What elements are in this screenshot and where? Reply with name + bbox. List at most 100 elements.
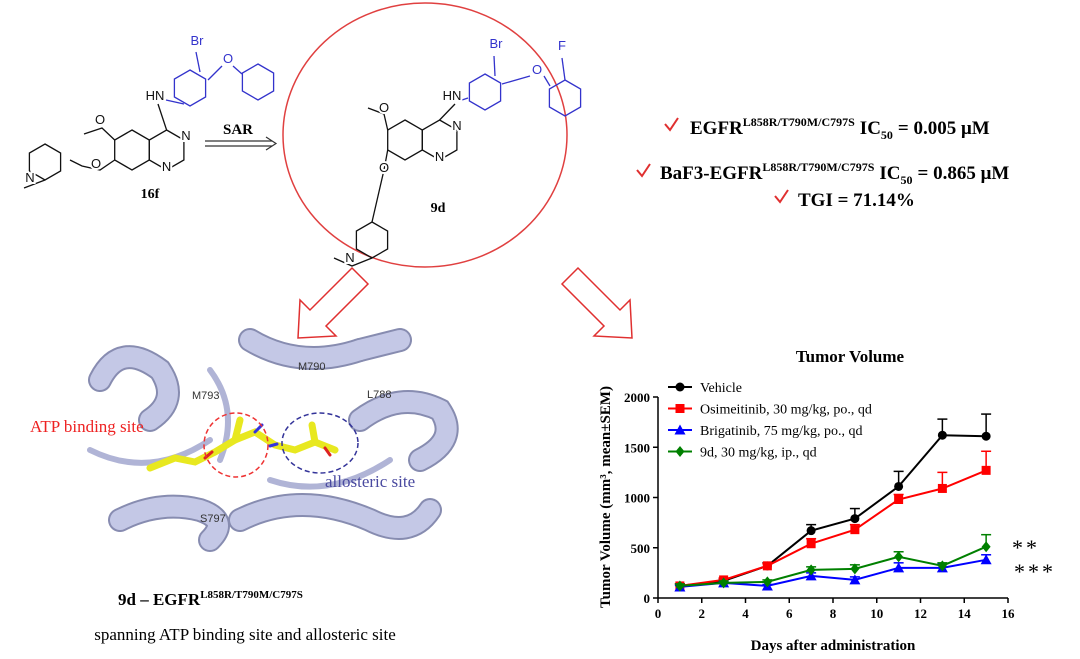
legend-label: Brigatinib, 75 mg/kg, po., qd: [700, 424, 863, 439]
residue-label: M790: [298, 361, 326, 373]
result-superscript: L858R/T790M/C797S: [743, 115, 855, 129]
chart-title: Tumor Volume: [796, 347, 905, 366]
atom-label: F: [558, 38, 566, 53]
atom-label: N: [25, 170, 34, 185]
ring: [114, 129, 150, 171]
result-prefix: BaF3-EGFR: [660, 163, 763, 184]
bond: [371, 149, 389, 223]
marker: [675, 446, 685, 457]
marker: [850, 563, 860, 575]
docking-caption: spanning ATP binding site and allosteric…: [94, 625, 396, 644]
bond: [195, 51, 201, 73]
ring: [421, 119, 458, 161]
atom-label: N: [435, 149, 444, 164]
marker: [719, 577, 729, 589]
atom-label: O: [532, 62, 542, 77]
marker: [981, 541, 991, 553]
hollow-arrow: [297, 266, 370, 339]
ring: [548, 79, 582, 117]
result-subscript: 50: [881, 128, 893, 142]
atom-label: N: [452, 118, 461, 133]
bond: [561, 57, 566, 81]
result-value: = 0.865 μM: [918, 163, 1010, 184]
marker: [981, 465, 991, 475]
result-line: TGI = 71.14%: [798, 190, 915, 211]
atom-label: O: [223, 51, 233, 66]
residue-label: L788: [367, 389, 391, 401]
y-tick-label: 1500: [624, 440, 650, 455]
marker: [850, 514, 860, 524]
ring: [148, 129, 185, 171]
y-tick-label: 0: [644, 591, 651, 606]
ring: [387, 119, 423, 161]
allosteric-site-circle: [281, 412, 359, 474]
x-tick-label: 2: [699, 606, 706, 621]
marker: [674, 424, 686, 435]
legend-label: Vehicle: [700, 381, 742, 396]
marker: [980, 554, 992, 565]
marker: [893, 562, 905, 573]
bond: [157, 103, 168, 131]
result-metric: IC: [879, 163, 900, 184]
sar-arrow: [205, 136, 278, 151]
protein-cartoon: [87, 328, 459, 552]
results: [636, 117, 789, 204]
atom-label: O: [95, 112, 105, 127]
series-line: [679, 469, 987, 587]
result-line: BaF3-EGFRL858R/T790M/C797S IC50 = 0.865 μM: [660, 160, 1009, 187]
highlight-circle: [282, 2, 568, 268]
significance-label: **: [1012, 535, 1040, 560]
caption-superscript: L858R/T790M/C797S: [200, 589, 303, 601]
atom-label: O: [379, 100, 389, 115]
significance-label: ***: [1014, 559, 1056, 584]
marker: [806, 564, 816, 576]
x-tick-label: 14: [958, 606, 972, 621]
x-tick-label: 10: [870, 606, 883, 621]
residue-label: M793: [192, 390, 220, 402]
result-value: = 0.005 μM: [898, 118, 990, 139]
marker: [805, 570, 817, 581]
series-line: [679, 545, 987, 587]
compound-label: 9d: [431, 201, 446, 216]
caption-compound: 9d – EGFR: [118, 590, 201, 609]
sar-label: SAR: [223, 122, 253, 138]
x-axis-label: Days after administration: [751, 638, 916, 654]
marker: [675, 382, 685, 392]
marker: [849, 574, 861, 585]
atom-label: Br: [191, 33, 205, 48]
result-metric: IC: [860, 118, 881, 139]
x-tick-label: 8: [830, 606, 837, 621]
bond: [439, 103, 456, 121]
marker: [762, 561, 772, 571]
bond: [69, 159, 116, 171]
marker: [806, 539, 816, 549]
marker: [894, 551, 904, 563]
marker: [981, 431, 991, 441]
residue-label: S797: [200, 513, 226, 525]
atom-label: O: [379, 160, 389, 175]
result-subscript: 50: [901, 173, 913, 187]
hollow-arrow: [560, 266, 633, 339]
allosteric-site-label: allosteric site: [325, 472, 415, 491]
y-tick-label: 2000: [624, 390, 650, 405]
marker: [762, 576, 772, 588]
result-line: EGFRL858R/T790M/C797S IC50 = 0.005 μM: [690, 115, 990, 142]
atp-site-circle: [203, 412, 269, 478]
chart: Tumor Volume Days after administration Tum…: [598, 347, 1056, 654]
y-tick-label: 1000: [624, 491, 650, 506]
result-prefix: EGFR: [690, 118, 743, 139]
y-tick-label: 500: [631, 541, 651, 556]
atom-label: O: [91, 156, 101, 171]
atom-label: N: [162, 159, 171, 174]
x-tick-label: 4: [742, 606, 749, 621]
x-tick-label: 6: [786, 606, 793, 621]
bond: [543, 75, 551, 87]
bond: [232, 65, 243, 75]
atom-label: N: [181, 128, 190, 143]
bond: [367, 107, 389, 131]
atom-label: HN: [146, 88, 165, 103]
atp-site-label: ATP binding site: [30, 417, 144, 436]
marker: [894, 495, 904, 505]
